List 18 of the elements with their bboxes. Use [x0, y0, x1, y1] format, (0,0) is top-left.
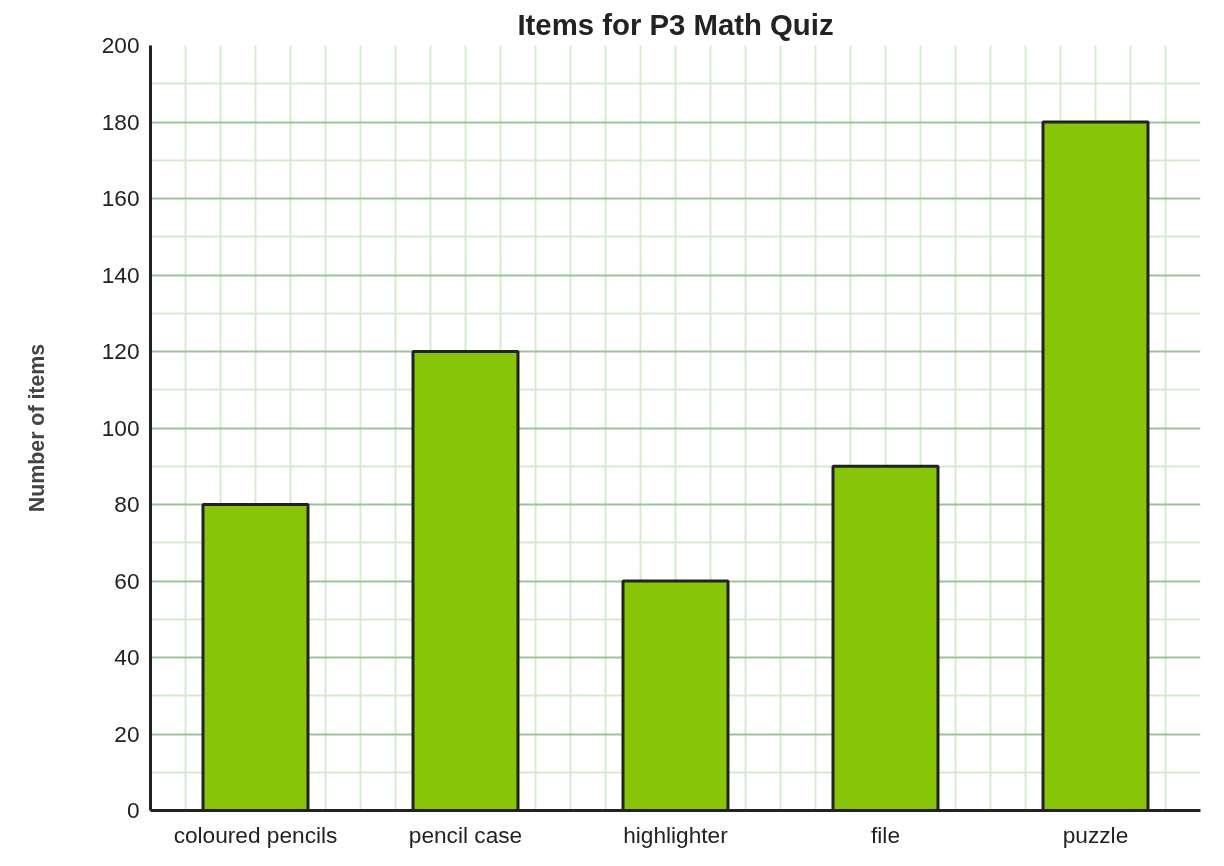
y-tick-label: 20	[114, 720, 140, 747]
y-tick-label: 0	[126, 797, 140, 823]
y-tick-label: 100	[101, 414, 140, 441]
chart-title: Items for P3 Math Quiz	[517, 7, 834, 41]
x-tick-label: puzzle	[1062, 821, 1129, 848]
y-tick-label: 160	[101, 185, 140, 211]
x-tick-label: file	[871, 821, 900, 848]
y-tick-label: 40	[114, 644, 140, 670]
y-tick-label: 140	[101, 261, 140, 288]
y-tick-label: 120	[101, 338, 140, 364]
y-axis-title: Number of items	[24, 343, 49, 513]
x-tick-label: pencil case	[408, 821, 523, 848]
y-tick-label: 180	[101, 108, 140, 135]
x-tick-label: highlighter	[623, 821, 729, 848]
y-tick-label: 60	[114, 567, 140, 594]
y-tick-label: 200	[101, 32, 140, 58]
x-tick-label: coloured pencils	[173, 821, 338, 848]
y-tick-label: 80	[114, 491, 140, 517]
